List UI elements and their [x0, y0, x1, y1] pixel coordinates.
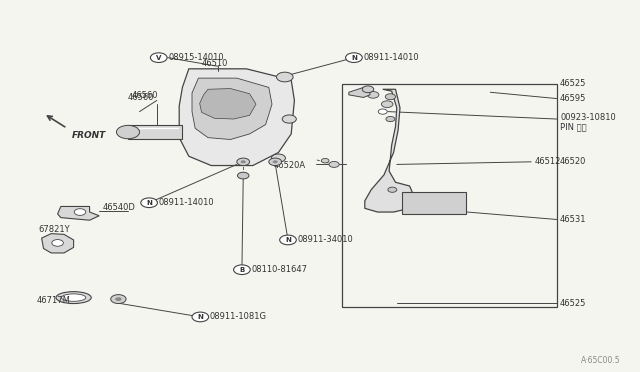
Circle shape [192, 312, 209, 322]
Text: 67821Y: 67821Y [38, 225, 70, 234]
Circle shape [116, 125, 140, 139]
Circle shape [381, 101, 393, 108]
Bar [128, 125, 182, 139]
Text: 46512: 46512 [534, 157, 561, 166]
Circle shape [150, 53, 167, 62]
Circle shape [273, 160, 278, 163]
Circle shape [280, 235, 296, 245]
Text: 08911-34010: 08911-34010 [298, 235, 353, 244]
Text: 08911-1081G: 08911-1081G [210, 312, 267, 321]
Circle shape [269, 158, 282, 166]
Circle shape [237, 172, 249, 179]
Polygon shape [42, 234, 74, 253]
Text: 46520A: 46520A [274, 161, 306, 170]
Text: 08110-81647: 08110-81647 [252, 265, 307, 274]
Text: 08911-14010: 08911-14010 [159, 198, 214, 207]
Text: N: N [351, 55, 357, 61]
Circle shape [321, 158, 329, 163]
Circle shape [74, 209, 86, 215]
Circle shape [271, 154, 285, 162]
Text: V: V [156, 55, 161, 61]
Circle shape [346, 53, 362, 62]
Text: 00923-10810: 00923-10810 [560, 113, 616, 122]
Circle shape [115, 297, 122, 301]
Polygon shape [58, 206, 99, 220]
Text: A·65C00.5: A·65C00.5 [581, 356, 621, 365]
Circle shape [378, 109, 387, 114]
Text: 46531: 46531 [560, 215, 586, 224]
Bar [402, 192, 466, 214]
Ellipse shape [61, 294, 86, 301]
Circle shape [111, 295, 126, 304]
Text: 46595: 46595 [560, 94, 586, 103]
Text: B: B [239, 267, 244, 273]
Circle shape [282, 115, 296, 123]
Text: 46560: 46560 [128, 93, 154, 102]
Text: 46510: 46510 [202, 59, 228, 68]
Text: N: N [285, 237, 291, 243]
Text: PIN ピン: PIN ピン [560, 123, 587, 132]
Circle shape [234, 265, 250, 275]
Text: N: N [197, 314, 204, 320]
Circle shape [52, 240, 63, 246]
Polygon shape [179, 69, 294, 166]
Text: 08911-14010: 08911-14010 [364, 53, 419, 62]
Text: 46717M: 46717M [37, 296, 71, 305]
Polygon shape [349, 87, 370, 97]
Circle shape [141, 198, 157, 208]
Text: 46540D: 46540D [102, 203, 135, 212]
Polygon shape [200, 89, 256, 119]
Circle shape [276, 72, 293, 82]
Text: 46525: 46525 [560, 299, 586, 308]
Text: 08915-14010: 08915-14010 [168, 53, 224, 62]
Text: N: N [146, 200, 152, 206]
Text: 46525: 46525 [560, 79, 586, 88]
Circle shape [367, 92, 379, 98]
Circle shape [241, 160, 246, 163]
Circle shape [329, 161, 339, 167]
Ellipse shape [56, 292, 92, 304]
Circle shape [237, 158, 250, 166]
Polygon shape [192, 78, 272, 140]
Text: 46560: 46560 [131, 92, 157, 100]
Circle shape [362, 86, 374, 93]
Circle shape [388, 187, 397, 192]
Circle shape [385, 94, 396, 100]
Polygon shape [365, 89, 416, 212]
Text: 46520: 46520 [560, 157, 586, 166]
Text: FRONT: FRONT [72, 131, 106, 140]
Circle shape [386, 116, 395, 122]
Bar [342, 84, 557, 307]
